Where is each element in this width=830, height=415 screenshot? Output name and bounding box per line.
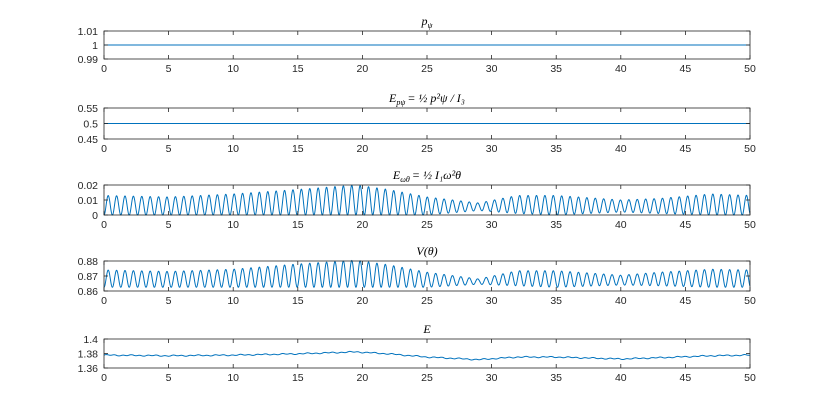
x-tick-label: 15	[292, 295, 304, 307]
subplot-title: E	[422, 322, 431, 336]
x-tick-label: 25	[421, 372, 433, 384]
title-main: E	[392, 168, 401, 182]
y-tick-label: 0.87	[78, 271, 99, 283]
x-tick-label: 10	[227, 372, 239, 384]
x-tick-label: 45	[680, 372, 692, 384]
x-tick-label: 40	[615, 219, 627, 231]
subplot-title: Eωθ = ½ I₁ω²θ	[392, 168, 461, 184]
y-tick-label: 1.4	[83, 334, 98, 346]
x-tick-label: 30	[486, 63, 498, 75]
axes-box	[103, 338, 751, 369]
x-tick-label: 10	[227, 295, 239, 307]
y-tick-label: 1	[92, 40, 98, 52]
x-tick-label: 35	[550, 63, 562, 75]
x-tick-label: 20	[357, 295, 369, 307]
y-tick-label: 0.45	[78, 134, 99, 146]
x-tick-label: 50	[744, 295, 756, 307]
subplot-5: 0 5 10 15 20 25 30 35 40 45 50 1.4 1.38 1.36 E	[78, 322, 756, 384]
x-tick-label: 50	[744, 143, 756, 155]
x-tick-label: 45	[680, 219, 692, 231]
subplot-title: V(θ)	[416, 244, 437, 258]
x-tick-label: 25	[421, 295, 433, 307]
y-tick-label: 0.88	[78, 256, 99, 268]
x-tick-label: 0	[101, 143, 107, 155]
x-tick-label: 5	[166, 295, 172, 307]
x-tick-label: 25	[421, 63, 433, 75]
title-rhs: = ½ I₁ω²θ	[412, 168, 461, 182]
x-tick-label: 40	[615, 63, 627, 75]
subplot-title: pψ	[421, 14, 434, 30]
x-tick-label: 20	[357, 372, 369, 384]
x-tick-label: 5	[166, 143, 172, 155]
y-tick-label: 1.38	[78, 349, 99, 361]
x-tick-label: 15	[292, 219, 304, 231]
x-tick-label: 35	[550, 143, 562, 155]
x-tick-label: 0	[101, 372, 107, 384]
subplot-1: 0 5 10 15 20 25 30 35 40 45 50 1.01 1 0.99 pψ	[78, 14, 756, 75]
series-line	[103, 184, 751, 216]
subplot-2: 0 5 10 15 20 25 30 35 40 45 50 0.55 0.5 0.45 Epψ = ½ p²…	[78, 91, 756, 155]
x-tick-label: 0	[101, 219, 107, 231]
x-tick-label: 15	[292, 143, 304, 155]
x-tick-label: 35	[550, 295, 562, 307]
x-tick-label: 15	[292, 63, 304, 75]
x-tick-label: 25	[421, 143, 433, 155]
x-tick-label: 0	[101, 63, 107, 75]
x-tick-label: 5	[166, 372, 172, 384]
x-tick-label: 5	[166, 63, 172, 75]
x-tick-label: 50	[744, 219, 756, 231]
y-tick-label: 1.36	[78, 363, 99, 375]
x-tick-label: 35	[550, 219, 562, 231]
x-tick-label: 30	[486, 372, 498, 384]
title-main: E	[388, 91, 397, 105]
subplot-4: 0 5 10 15 20 25 30 35 40 45 50 0.88 0.87 0.86 V(θ)	[78, 244, 756, 307]
x-tick-label: 45	[680, 63, 692, 75]
x-tick-label: 40	[615, 143, 627, 155]
y-tick-label: 1.01	[78, 26, 99, 38]
x-tick-label: 35	[550, 372, 562, 384]
x-tick-label: 10	[227, 143, 239, 155]
x-tick-label: 45	[680, 295, 692, 307]
title-sub: ωθ	[400, 175, 410, 184]
x-tick-label: 0	[101, 295, 107, 307]
series-line	[103, 350, 751, 361]
x-tick-label: 45	[680, 143, 692, 155]
x-tick-label: 10	[227, 63, 239, 75]
x-tick-label: 20	[357, 63, 369, 75]
y-tick-label: 0.02	[78, 180, 99, 192]
y-tick-label: 0	[92, 210, 98, 222]
y-tick-label: 0.5	[83, 119, 98, 131]
x-tick-label: 15	[292, 372, 304, 384]
x-tick-label: 40	[615, 372, 627, 384]
y-tick-label: 0.01	[78, 195, 99, 207]
x-tick-label: 30	[486, 219, 498, 231]
title-main: p	[421, 14, 428, 28]
title-rhs: = ½ p²ψ / I₃	[407, 91, 465, 105]
y-tick-label: 0.55	[78, 103, 99, 115]
x-tick-label: 30	[486, 143, 498, 155]
title-sub: ψ	[428, 21, 434, 30]
title-sub: pψ	[395, 98, 406, 107]
subplot-title: Epψ = ½ p²ψ / I₃	[388, 91, 465, 107]
x-tick-label: 30	[486, 295, 498, 307]
x-tick-label: 10	[227, 219, 239, 231]
x-tick-label: 40	[615, 295, 627, 307]
x-tick-label: 20	[357, 143, 369, 155]
x-tick-label: 20	[357, 219, 369, 231]
y-tick-label: 0.86	[78, 286, 99, 298]
y-tick-label: 0.99	[78, 54, 99, 66]
x-tick-label: 50	[744, 372, 756, 384]
x-tick-label: 5	[166, 219, 172, 231]
x-tick-label: 25	[421, 219, 433, 231]
series-line	[103, 259, 751, 288]
x-tick-label: 50	[744, 63, 756, 75]
